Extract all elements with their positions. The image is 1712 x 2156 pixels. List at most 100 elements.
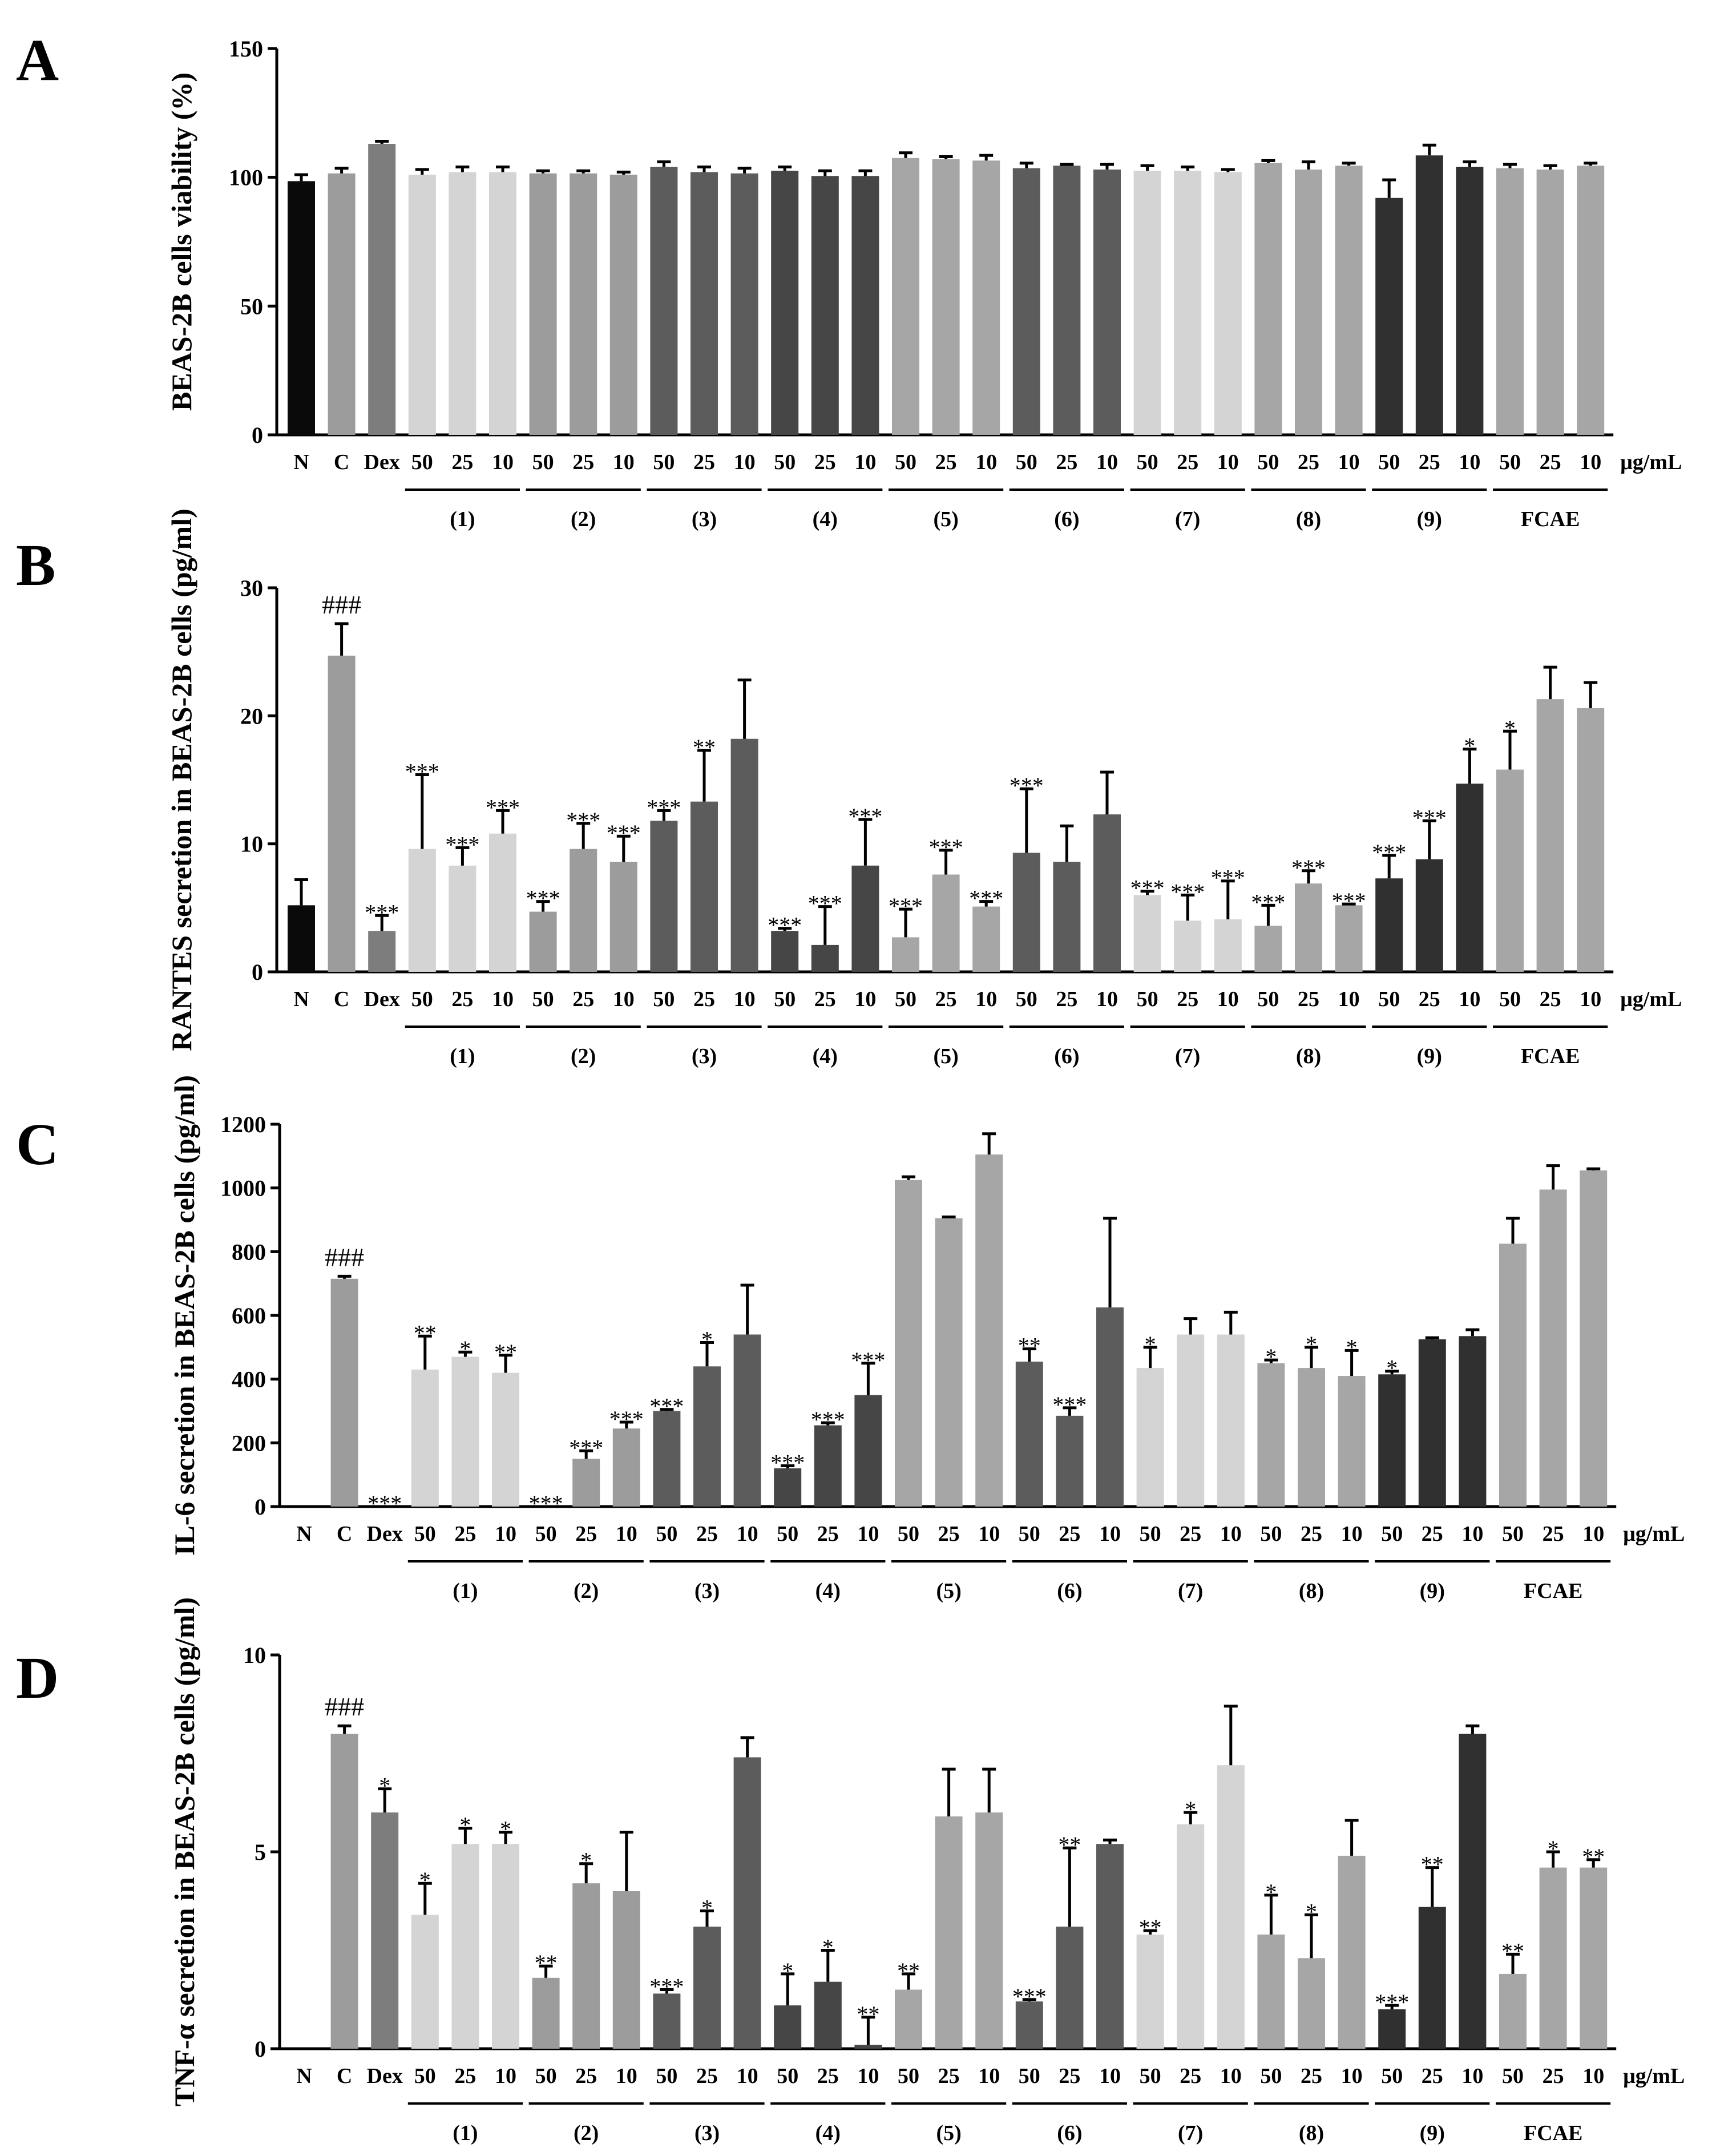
panel-b-x-tick-label: 10	[1096, 987, 1118, 1011]
panel-c-bar	[895, 1180, 922, 1507]
panel-b-group-label: (7)	[1175, 1044, 1200, 1068]
panel-c-significance-marker: ***	[569, 1435, 603, 1460]
panel-c-bar	[774, 1468, 802, 1507]
panel-c-significance-marker: ***	[851, 1347, 885, 1373]
panel-a-bar	[408, 175, 436, 435]
panel-d-significance-marker: **	[857, 2001, 879, 2027]
panel-a-y-tick-label: 50	[240, 293, 263, 319]
panel-d-bar	[1459, 1734, 1487, 2049]
panel-c-bar	[935, 1218, 963, 1507]
panel-a-x-tick-label: 50	[774, 450, 796, 474]
panel-d-x-tick-label: N	[296, 2064, 312, 2088]
panel-a-bar	[1174, 171, 1202, 435]
panel-b-chart: B 0 10 20 30 RANTES secretion in BEAS-2B cel…	[16, 508, 1682, 1068]
panel-a-y-axis-label: BEAS-2B cells viability (%)	[165, 72, 197, 411]
panel-b-significance-marker: ***	[929, 834, 963, 860]
panel-d-group-label: (2)	[574, 2121, 599, 2145]
panel-d-bar	[1338, 1855, 1366, 2049]
panel-letter-a: A	[16, 27, 59, 93]
panel-d-significance-marker: *	[379, 1773, 390, 1799]
panel-a-chart: A 0 50 100 150 BEAS-2B cells viability (%) N C…	[16, 27, 1682, 531]
panel-d-unit-label: μg/mL	[1623, 2064, 1685, 2088]
panel-d-chart: D 0 5 10 TNF-α secretion in BEAS-2B cells (…	[16, 1597, 1685, 2145]
panel-c-bar	[854, 1395, 882, 1507]
panel-d-x-tick-label: 50	[1140, 2064, 1161, 2088]
panel-c-y-tick-label: 1200	[220, 1112, 266, 1137]
panel-d-x-tick-label: 50	[1502, 2064, 1524, 2088]
panel-b-x-tick-label: 50	[532, 987, 554, 1011]
panel-a-bar	[489, 172, 516, 435]
panel-c-group-label: (9)	[1420, 1579, 1445, 1603]
panel-c-x-tick-label: Dex	[367, 1522, 403, 1546]
panel-a-group-label: (2)	[571, 507, 596, 531]
panel-b-x-tick-label: 10	[734, 987, 756, 1011]
panel-a-bar	[1375, 197, 1403, 435]
panel-d-x-tick-label: 50	[414, 2064, 436, 2088]
panel-a-bar	[1335, 165, 1363, 435]
panel-b-bar	[1415, 859, 1443, 972]
panel-a-x-tick-label: 50	[1499, 450, 1521, 474]
panel-a-bar	[1133, 171, 1161, 435]
panel-b-bar	[1295, 883, 1322, 972]
panel-d-bar	[1418, 1907, 1446, 2049]
panel-a-x-tick-label: 25	[935, 450, 957, 474]
panel-b-x-tick-label: 25	[1419, 987, 1440, 1011]
panel-c-significance-marker: ***	[649, 1394, 684, 1419]
panel-a-x-tick-label: 50	[653, 450, 675, 474]
panel-d-x-tick-label: 50	[656, 2064, 677, 2088]
panel-c-x-tick-label: 50	[1381, 1522, 1403, 1546]
panel-d-bar	[733, 1757, 761, 2049]
panel-a-bar	[1456, 167, 1484, 435]
panel-b-x-tick-label: 25	[1540, 987, 1561, 1011]
panel-c-x-tick-label: 25	[938, 1522, 960, 1546]
panel-b-bar	[1214, 919, 1242, 972]
panel-a-group-label: (8)	[1296, 507, 1321, 531]
panel-d-significance-marker: **	[1421, 1852, 1444, 1878]
panel-a-bar	[691, 172, 718, 435]
panel-b-x-tick-label: C	[334, 987, 349, 1011]
panel-b-y-axis-label: RANTES secretion in BEAS-2B cells (pg/ml…	[165, 508, 197, 1051]
panel-d-group-label: (6)	[1057, 2121, 1082, 2145]
panel-c-group-label: (4)	[815, 1579, 841, 1603]
panel-d-bar	[1499, 1973, 1527, 2049]
panel-d-bar	[1539, 1867, 1567, 2049]
panel-b-y-tick-label: 10	[240, 831, 263, 857]
panel-d-bar	[1177, 1824, 1205, 2049]
panel-c-bar	[1056, 1415, 1084, 1507]
panel-b-significance-marker: ***	[1010, 773, 1044, 798]
panel-d-x-tick-label: 25	[454, 2064, 476, 2088]
panel-a-x-tick-label: 10	[492, 450, 514, 474]
panel-a-bar	[1012, 168, 1040, 435]
panel-b-significance-marker: ***	[405, 759, 439, 785]
panel-a-x-tick-label: C	[334, 450, 349, 474]
panel-d-x-tick-label: 25	[1301, 2064, 1322, 2088]
panel-c-group-label: FCAE	[1524, 1579, 1582, 1603]
panel-d-x-tick-label: 10	[737, 2064, 758, 2088]
panel-c-x-tick-label: 25	[1301, 1522, 1322, 1546]
panel-a-bar	[1536, 169, 1564, 435]
panel-c-x-tick-label: 10	[737, 1522, 758, 1546]
panel-d-x-tick-label: 25	[1180, 2064, 1201, 2088]
panel-c-bar	[1418, 1339, 1446, 1507]
panel-c-x-tick-label: 25	[817, 1522, 839, 1546]
panel-b-bar	[1536, 699, 1564, 972]
panel-a-bar	[811, 176, 839, 435]
panel-d-significance-marker: *	[1185, 1796, 1196, 1822]
panel-d-x-tick-label: 10	[616, 2064, 637, 2088]
panel-b-significance-marker: ***	[566, 808, 600, 833]
panel-a-x-tick-label: 10	[1096, 450, 1118, 474]
panel-a-x-tick-label: 25	[814, 450, 836, 474]
panel-c-significance-marker: *	[701, 1326, 713, 1352]
panel-c-bar	[1459, 1336, 1487, 1507]
panel-b-bar	[328, 655, 356, 972]
panel-a-bar	[851, 176, 879, 435]
panel-d-bar	[1217, 1765, 1245, 2049]
panel-d-group-label: (4)	[815, 2121, 841, 2145]
panel-c-x-tick-label: 10	[616, 1522, 637, 1546]
panel-a-x-tick-label: 50	[1257, 450, 1279, 474]
panel-d-bar	[854, 2045, 882, 2049]
panel-d-bar	[612, 1891, 640, 2049]
panel-b-bar	[771, 931, 799, 972]
panel-b-significance-marker: ***	[808, 891, 842, 916]
